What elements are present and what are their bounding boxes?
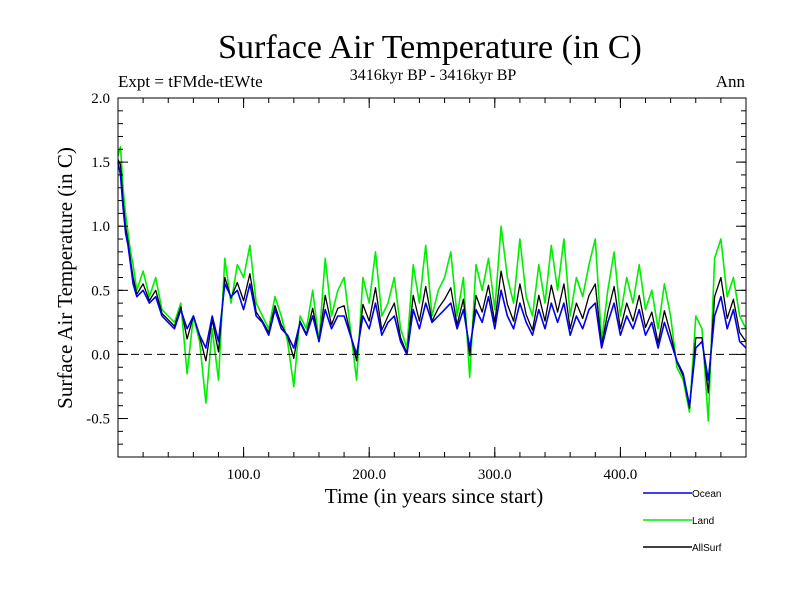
plot-area: 100.0 200.0 300.0 400.0 -0.5 0.0 0.5 1.0 1.5 2.0 xyxy=(86,91,747,483)
plot-frame xyxy=(117,97,747,458)
chart-title: Surface Air Temperature (in C) xyxy=(218,29,642,66)
series-line-allsurf xyxy=(117,159,747,409)
x-tick-label: 300.0 xyxy=(478,467,512,483)
y-tick-label: 2.0 xyxy=(91,91,110,107)
x-tick-label: 100.0 xyxy=(227,467,261,483)
legend-label-ocean: Ocean xyxy=(692,489,721,500)
x-tick-label: 200.0 xyxy=(352,467,386,483)
x-axis-label: Time (in years since start) xyxy=(325,484,544,508)
y-axis-label: Surface Air Temperature (in C) xyxy=(53,147,77,409)
y-tick-label: -0.5 xyxy=(86,412,110,428)
y-tick-label: 1.0 xyxy=(91,219,110,235)
y-tick-label: 1.5 xyxy=(91,155,110,171)
chart-subtitle: 3416kyr BP - 3416kyr BP xyxy=(350,67,517,84)
legend: Ocean Land AllSurf xyxy=(643,489,722,554)
y-tick-label: 0.5 xyxy=(91,283,110,299)
series-line-land xyxy=(117,145,747,422)
x-tick-label: 400.0 xyxy=(604,467,638,483)
series-line-ocean xyxy=(117,161,747,407)
experiment-label: Expt = tFMde-tEWte xyxy=(118,72,263,91)
legend-label-allsurf: AllSurf xyxy=(692,543,722,554)
season-label: Ann xyxy=(716,72,746,91)
legend-label-land: Land xyxy=(692,516,714,527)
y-tick-label: 0.0 xyxy=(91,347,110,363)
